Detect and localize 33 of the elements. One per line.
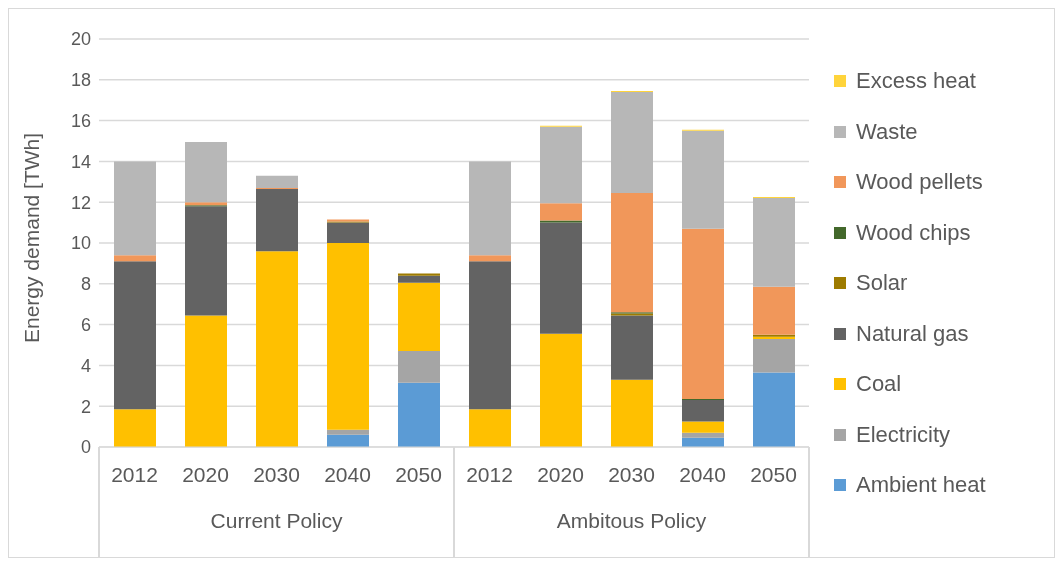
y-tick-label: 4 (80, 355, 91, 376)
legend-label: Excess heat (856, 68, 976, 94)
x-tick-label: 2020 (182, 462, 229, 486)
legend-label: Natural gas (856, 320, 969, 347)
legend-label: Ambient heat (856, 472, 986, 498)
x-tick-label: 2020 (537, 462, 584, 486)
text: Ambitous Policy (555, 509, 708, 533)
x-tick-label: 2012 (466, 462, 513, 486)
x-tick-label: 2030 (253, 462, 300, 486)
x-tick-label: 2040 (679, 462, 726, 486)
y-tick-label: 18 (70, 70, 91, 91)
y-tick-label: 8 (80, 274, 91, 295)
y-tick-label: 0 (80, 437, 91, 458)
legend-label: Wood pellets (856, 169, 983, 195)
x-tick-label: 2030 (608, 462, 655, 486)
x-tick-label: 2040 (324, 462, 371, 486)
y-tick-label: 2 (80, 396, 91, 417)
y-tick-label: 14 (70, 151, 91, 172)
legend-label: Coal (856, 371, 902, 397)
legend-label: Electricity (856, 421, 951, 448)
y-tick-label: 6 (80, 314, 91, 335)
x-tick-label: 2050 (750, 462, 797, 486)
y-tick-label: 12 (70, 192, 91, 213)
x-tick-label: 2050 (395, 462, 442, 486)
y-axis-title: Energy demand [TWh] (20, 132, 44, 343)
x-tick-label: 2012 (111, 462, 158, 486)
y-tick-label: 16 (70, 110, 91, 131)
legend-label: Solar (856, 270, 908, 296)
text: Current Policy (209, 509, 344, 533)
y-tick-label: 10 (70, 233, 91, 254)
legend-label: Wood chips (856, 219, 971, 246)
y-tick-label: 20 (70, 29, 91, 50)
legend-label: Waste (856, 118, 918, 145)
